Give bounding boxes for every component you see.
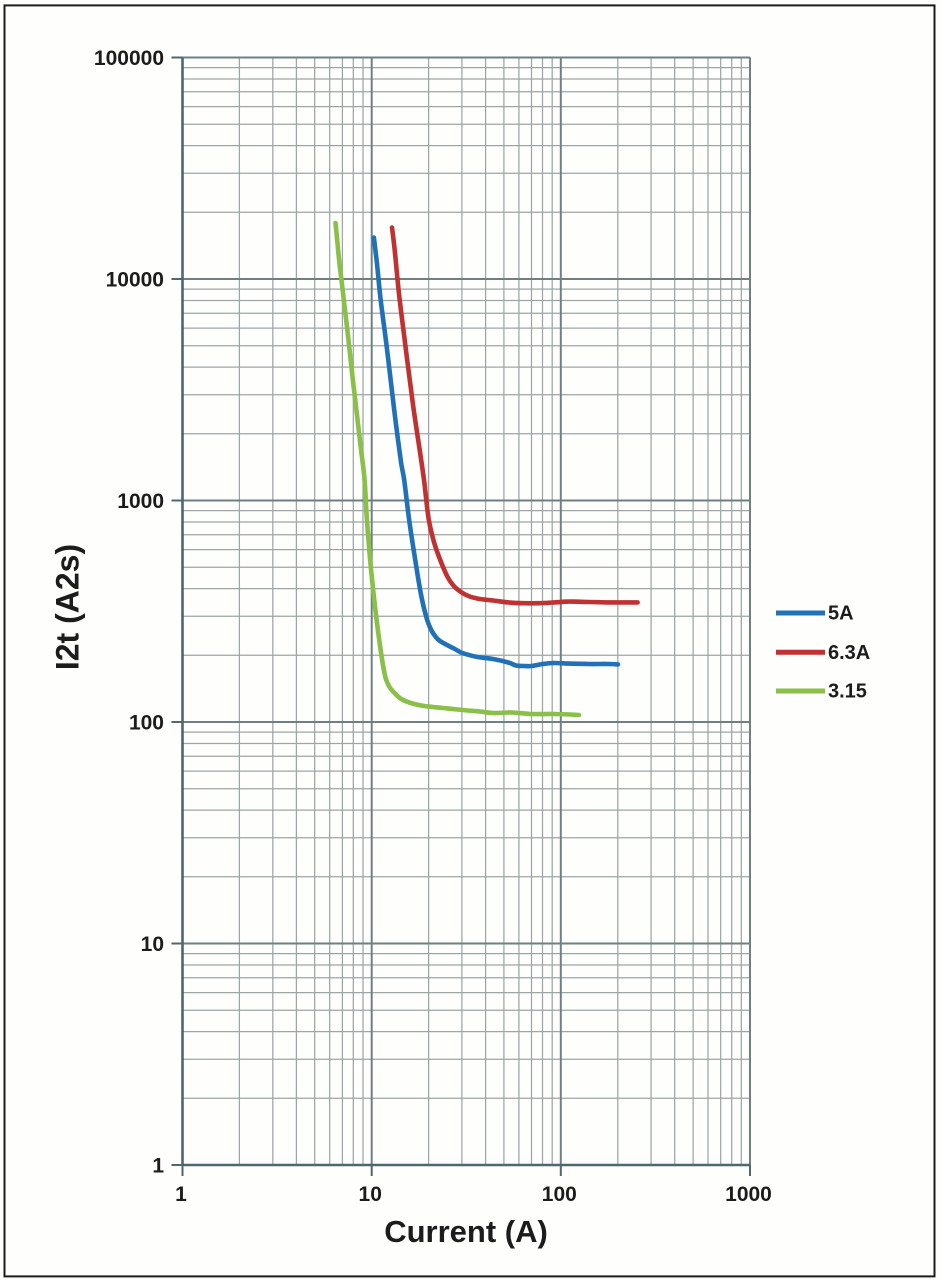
- svg-text:10000: 10000: [106, 269, 164, 292]
- svg-text:100000: 100000: [94, 47, 164, 70]
- svg-text:1: 1: [152, 1155, 164, 1178]
- svg-text:I2t (A2s): I2t (A2s): [50, 544, 86, 670]
- svg-text:100: 100: [129, 712, 164, 735]
- svg-text:3.15: 3.15: [828, 681, 867, 703]
- svg-text:1000: 1000: [117, 490, 164, 513]
- svg-text:5A: 5A: [828, 603, 854, 625]
- svg-text:6.3A: 6.3A: [828, 642, 870, 664]
- svg-text:10: 10: [141, 933, 164, 956]
- svg-text:Current (A): Current (A): [384, 1214, 548, 1249]
- svg-text:100: 100: [542, 1183, 577, 1206]
- svg-text:1: 1: [175, 1183, 187, 1206]
- svg-text:10: 10: [359, 1183, 382, 1206]
- svg-text:1000: 1000: [725, 1183, 772, 1206]
